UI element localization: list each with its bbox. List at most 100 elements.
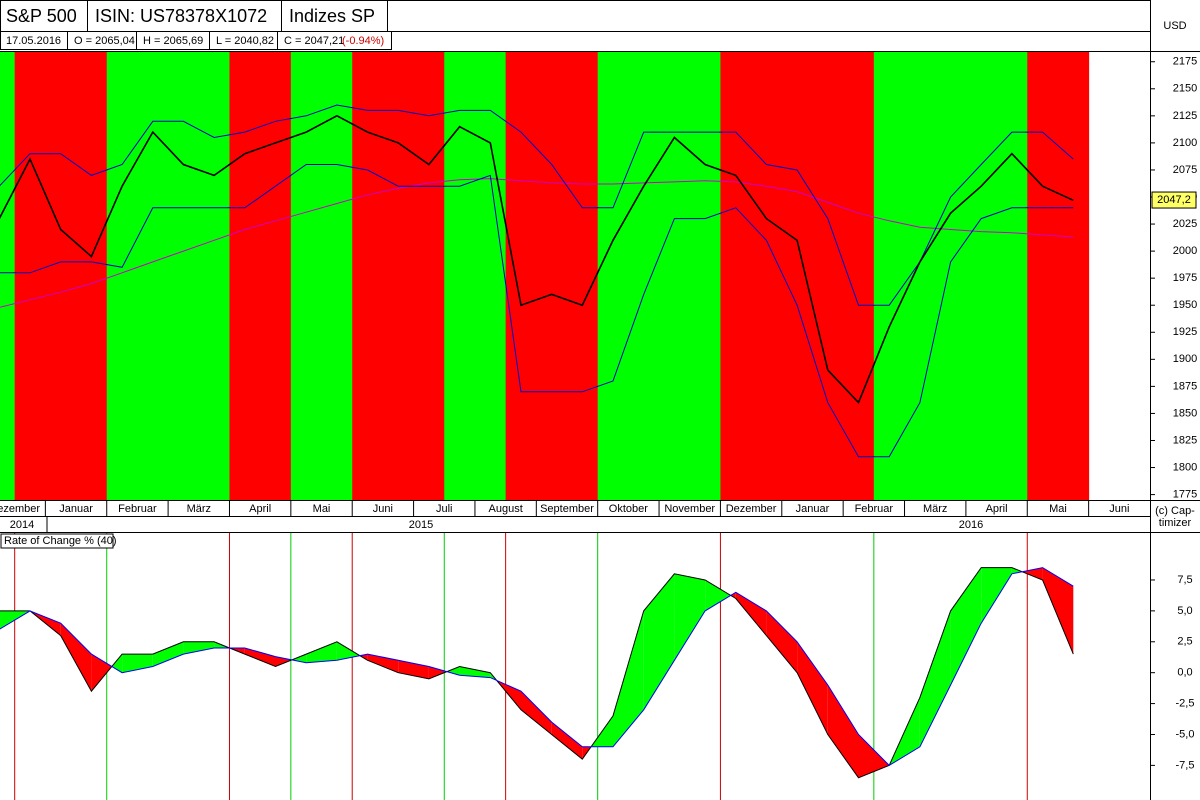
y-tick-label: 1800 [1173, 461, 1197, 473]
header-cell [87, 0, 282, 32]
regime-band [659, 52, 691, 500]
header-cell [0, 0, 88, 32]
regime-band [290, 52, 323, 500]
roc-fill [306, 641, 337, 663]
y-tick-label: 1975 [1173, 272, 1197, 284]
instrument-name: S&P 500 [6, 6, 77, 26]
copyright: (c) Cap- [1155, 505, 1195, 517]
x-tick-label: Oktober [609, 503, 648, 515]
series-line [0, 164, 1074, 458]
roc-fill [730, 592, 736, 599]
x-tick-label: April [986, 503, 1008, 515]
roc-fill [981, 567, 1012, 624]
x-tick-label: Mai [313, 503, 331, 515]
low-price: L = 2040,82 [216, 35, 274, 47]
regime-band [137, 52, 169, 500]
roc-fill [827, 685, 859, 778]
x-tick-label: März [187, 503, 211, 515]
series-line [0, 567, 1074, 767]
regime-band [935, 52, 967, 500]
month-axis: Dezember Januar Februar März April Mai Juni Jul… [0, 500, 1129, 516]
close-price: C = 2047,21 [284, 35, 344, 47]
x-tick-label: Dezember [726, 503, 777, 515]
y-tick-label: -5,0 [1176, 728, 1195, 740]
regime-band [1057, 52, 1090, 500]
regime-band [106, 52, 138, 500]
x-tick-label: Dezember [0, 503, 40, 515]
regime-band [413, 52, 445, 500]
regime-band [1027, 52, 1059, 500]
quote-date: 17.05.2016 [6, 35, 61, 47]
y-tick-label: 0,0 [1177, 667, 1192, 679]
regime-band [904, 52, 936, 500]
regime-band [198, 52, 230, 500]
roc-fill [766, 610, 798, 673]
roc-fill [336, 641, 360, 661]
y-tick-label: 1950 [1173, 299, 1197, 311]
regime-band [751, 52, 783, 500]
copyright: timizer [1159, 517, 1192, 529]
roc-fill [447, 666, 460, 676]
y-tick-label: 5,0 [1177, 605, 1192, 617]
regime-band [536, 52, 568, 500]
y-tick-label: 2000 [1173, 245, 1197, 257]
roc-fill [1042, 567, 1074, 655]
roc-fill [60, 623, 92, 692]
roc-fill [613, 610, 644, 747]
roc-fill [428, 666, 447, 679]
roc-plot [0, 533, 1074, 800]
roc-fill [797, 641, 828, 735]
regime-band [812, 52, 844, 500]
y-tick-label: 2075 [1173, 164, 1197, 176]
y-tick-label: 1900 [1173, 353, 1197, 365]
roc-fill [705, 580, 731, 611]
indicator-title: Rate of Change % (40) [4, 535, 117, 547]
regime-band [628, 52, 660, 500]
x-tick-label: Februar [118, 503, 157, 515]
regime-band [720, 52, 752, 500]
header-cell [281, 0, 388, 32]
y-tick-label: 1850 [1173, 407, 1197, 419]
series-line [0, 114, 1074, 405]
y-tick-label: 2025 [1173, 218, 1197, 230]
series-line [0, 567, 1074, 779]
regime-band [168, 52, 200, 500]
series-line [0, 178, 1074, 308]
price-change: (-0.94%) [342, 35, 384, 47]
roc-fill [950, 567, 982, 685]
regime-band [45, 52, 77, 500]
regime-band [873, 52, 906, 500]
y-tick-label: -7,5 [1176, 759, 1195, 771]
roc-fill [91, 654, 112, 692]
last-price-label: 2047,2 [1157, 194, 1191, 206]
roc-fill [643, 573, 675, 710]
roc-fill [919, 610, 951, 747]
y-tick-label: 7,5 [1177, 574, 1192, 586]
y-tick-label: 2100 [1173, 137, 1197, 149]
regime-band [965, 52, 998, 500]
y-tick-label: 2150 [1173, 83, 1197, 95]
series-line [0, 104, 1074, 306]
exchange: Indizes SP [289, 6, 375, 26]
year-label: 2015 [409, 519, 433, 531]
regime-band [352, 52, 384, 500]
x-tick-label: Juni [1109, 503, 1129, 515]
regime-band [321, 52, 353, 500]
roc-fill [183, 641, 215, 655]
indicator-label-box [0, 533, 114, 549]
header-cell [387, 0, 1151, 32]
regime-band [444, 52, 476, 500]
regime-band [14, 52, 46, 500]
y-tick-label: 2125 [1173, 110, 1197, 122]
regime-band [76, 52, 108, 500]
regime-band [597, 52, 629, 500]
y-tick-label: 1925 [1173, 326, 1197, 338]
last-price-box [1151, 191, 1197, 209]
regime-band [260, 52, 292, 500]
regime-band [474, 52, 507, 500]
roc-fill [674, 573, 706, 661]
x-tick-label: April [249, 503, 271, 515]
currency: USD [1163, 20, 1186, 32]
x-tick-label: Januar [59, 503, 93, 515]
x-tick-label: August [489, 503, 523, 515]
